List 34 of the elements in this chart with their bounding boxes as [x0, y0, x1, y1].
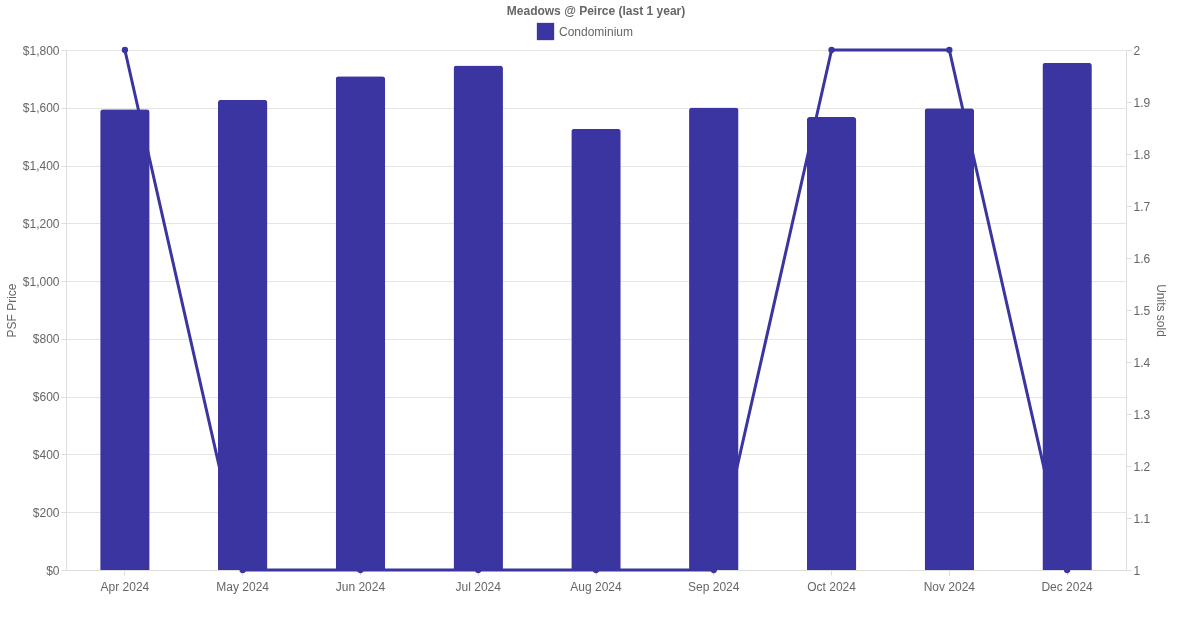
- y-tick-label: $1,200: [22, 216, 60, 231]
- y2-tick-label: 1.1: [1133, 511, 1151, 526]
- y2-tick-label: 1: [1133, 563, 1141, 578]
- x-tick-label: Jul 2024: [455, 579, 502, 594]
- chart-title: Meadows @ Peirce (last 1 year): [506, 4, 686, 18]
- y-tick-label: $1,400: [22, 159, 60, 174]
- y2-tick-label: 1.4: [1133, 355, 1151, 370]
- y2-tick-label: 1.9: [1133, 95, 1151, 110]
- x-tick-label: Apr 2024: [100, 579, 150, 594]
- y-tick-label: $800: [32, 332, 60, 347]
- x-tick-label: Sep 2024: [688, 579, 740, 594]
- legend-label: Condominium: [559, 24, 634, 39]
- x-tick-label: Aug 2024: [570, 579, 623, 594]
- y2-tick-label: 1.2: [1133, 459, 1151, 474]
- x-tick-label: Dec 2024: [1041, 579, 1094, 594]
- y-tick-label: $1,000: [22, 274, 60, 289]
- y-tick-label: $0: [46, 563, 60, 578]
- y-tick-label: $200: [32, 505, 60, 520]
- x-tick-label: Jun 2024: [335, 579, 386, 594]
- y-axis-title: PSF Price: [4, 283, 19, 338]
- y-tick-label: $1,800: [22, 43, 60, 58]
- x-tick-label: Nov 2024: [923, 579, 976, 594]
- y2-tick-label: 1.3: [1133, 407, 1151, 422]
- y2-tick-label: 1.5: [1133, 303, 1151, 318]
- x-tick-label: Oct 2024: [807, 579, 857, 594]
- x-tick-label: May 2024: [216, 579, 270, 594]
- y-tick-label: $600: [32, 390, 60, 405]
- y2-tick-label: 1.8: [1133, 147, 1151, 162]
- y-tick-label: $400: [32, 447, 60, 462]
- y-tick-label: $1,600: [22, 101, 60, 116]
- y2-axis-title: Units sold: [1154, 284, 1169, 337]
- y2-tick-label: 2: [1133, 43, 1141, 58]
- y2-tick-label: 1.7: [1133, 199, 1151, 214]
- y2-tick-label: 1.6: [1133, 251, 1151, 266]
